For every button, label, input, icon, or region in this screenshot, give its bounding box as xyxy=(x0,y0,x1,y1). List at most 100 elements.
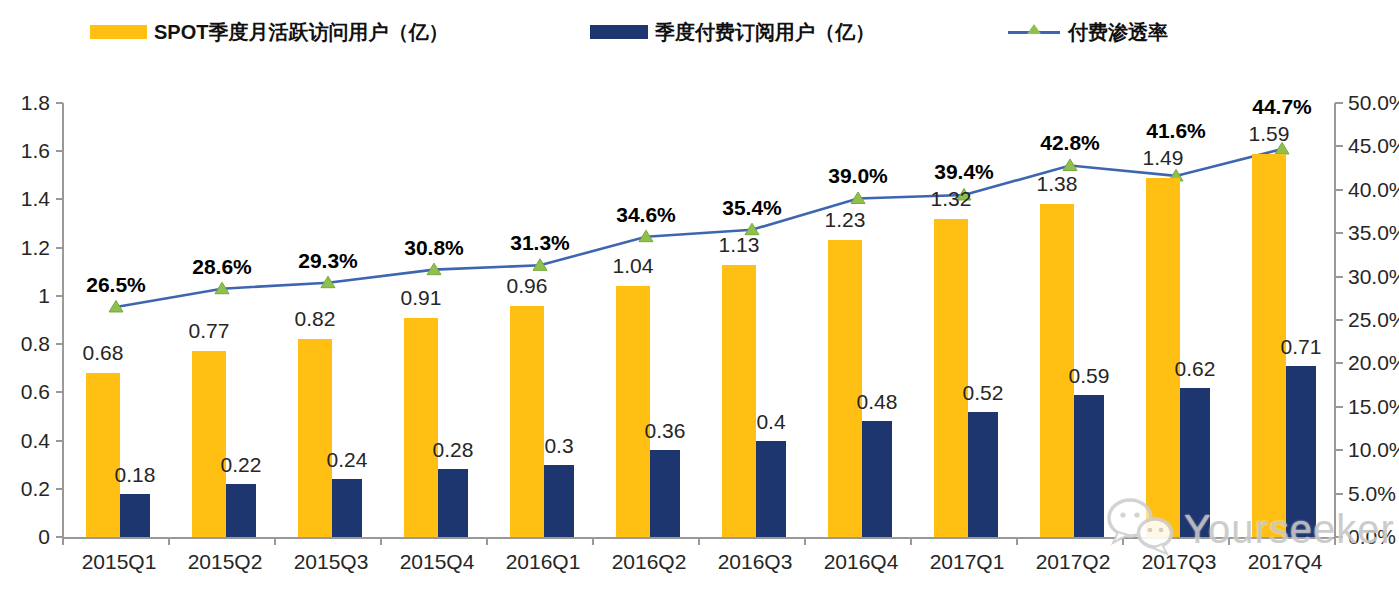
y-axis-right-tick-label: 15.0% xyxy=(1348,395,1399,419)
y-axis-right-tick xyxy=(1335,493,1343,495)
subscriber-bar xyxy=(120,494,150,537)
subscriber-value-label: 0.52 xyxy=(928,381,1038,405)
subscriber-value-label: 0.28 xyxy=(398,438,508,462)
mau-value-label: 1.38 xyxy=(1002,172,1112,196)
legend-item-penetration: 付费渗透率 xyxy=(1008,20,1168,44)
mau-legend-label: SPOT季度月活跃访问用户（亿） xyxy=(154,19,448,46)
x-axis-category-label: 2016Q4 xyxy=(801,550,921,574)
x-axis-category-label: 2016Q3 xyxy=(695,550,815,574)
subscribers-legend-label: 季度付费订阅用户（亿） xyxy=(655,19,875,46)
y-axis-right-tick xyxy=(1335,189,1343,191)
penetration-value-label: 28.6% xyxy=(162,255,282,279)
mau-value-label: 0.82 xyxy=(260,307,370,331)
y-axis-left-tick xyxy=(56,102,63,104)
subscriber-bar xyxy=(332,479,362,537)
x-axis-category-label: 2015Q3 xyxy=(271,550,391,574)
mau-value-label: 1.32 xyxy=(896,187,1006,211)
mau-bar xyxy=(404,318,438,537)
penetration-value-label: 31.3% xyxy=(480,231,600,255)
mau-value-label: 1.23 xyxy=(790,208,900,232)
y-axis-left-tick xyxy=(56,391,63,393)
y-axis-right-line xyxy=(1334,103,1336,539)
x-axis-category-label: 2015Q4 xyxy=(377,550,497,574)
subscriber-bar xyxy=(544,465,574,537)
mau-bar xyxy=(298,339,332,537)
mau-bar xyxy=(828,240,862,537)
subscriber-bar xyxy=(650,450,680,537)
subscriber-value-label: 0.59 xyxy=(1034,364,1144,388)
y-axis-right-tick xyxy=(1335,362,1343,364)
x-axis-tick xyxy=(910,537,912,545)
y-axis-right-tick xyxy=(1335,406,1343,408)
watermark-text: Yourseeker xyxy=(1184,507,1395,552)
penetration-point-marker xyxy=(533,259,547,271)
mau-value-label: 1.04 xyxy=(578,254,688,278)
x-axis-tick xyxy=(168,537,170,545)
y-axis-right-tick xyxy=(1335,319,1343,321)
subscriber-value-label: 0.71 xyxy=(1246,335,1356,359)
penetration-point-marker xyxy=(215,282,229,294)
penetration-point-marker xyxy=(427,263,441,275)
y-axis-left-tick-label: 1.4 xyxy=(0,187,50,211)
y-axis-left-tick-label: 1.6 xyxy=(0,139,50,163)
subscriber-value-label: 0.24 xyxy=(292,448,402,472)
subscriber-value-label: 0.62 xyxy=(1140,357,1250,381)
y-axis-left-tick xyxy=(56,198,63,200)
penetration-value-label: 26.5% xyxy=(56,273,176,297)
subscriber-value-label: 0.4 xyxy=(716,410,826,434)
mau-value-label: 0.68 xyxy=(48,341,158,365)
subscriber-bar xyxy=(226,484,256,537)
mau-value-label: 1.49 xyxy=(1108,146,1218,170)
x-axis-category-label: 2015Q1 xyxy=(59,550,179,574)
penetration-legend-label: 付费渗透率 xyxy=(1068,19,1168,46)
penetration-point-marker xyxy=(639,230,653,242)
subscriber-value-label: 0.36 xyxy=(610,419,720,443)
y-axis-left-tick-label: 0.2 xyxy=(0,477,50,501)
legend-item-subscribers: 季度付费订阅用户（亿） xyxy=(590,20,875,44)
y-axis-right-tick xyxy=(1335,232,1343,234)
mau-bar xyxy=(934,219,968,537)
subscriber-bar xyxy=(968,412,998,537)
penetration-point-marker xyxy=(1063,159,1077,171)
mau-value-label: 0.77 xyxy=(154,319,264,343)
y-axis-left-line xyxy=(62,103,64,539)
penetration-legend-line xyxy=(1008,31,1060,34)
watermark: Yourseeker xyxy=(1106,496,1395,562)
subscriber-bar xyxy=(438,469,468,537)
y-axis-left-tick xyxy=(56,150,63,152)
mau-bar xyxy=(616,286,650,537)
x-axis-tick xyxy=(804,537,806,545)
mau-bar xyxy=(510,306,544,537)
x-axis-tick xyxy=(486,537,488,545)
y-axis-right-tick-label: 35.0% xyxy=(1348,221,1399,245)
legend-item-mau: SPOT季度月活跃访问用户（亿） xyxy=(90,20,448,44)
y-axis-left-tick xyxy=(56,247,63,249)
mau-bar xyxy=(192,351,226,537)
penetration-value-label: 44.7% xyxy=(1222,95,1342,119)
subscriber-value-label: 0.22 xyxy=(186,453,296,477)
subscriber-value-label: 0.18 xyxy=(80,463,190,487)
y-axis-right-tick xyxy=(1335,276,1343,278)
y-axis-right-tick-label: 30.0% xyxy=(1348,265,1399,289)
x-axis-category-label: 2016Q1 xyxy=(483,550,603,574)
penetration-value-label: 29.3% xyxy=(268,249,388,273)
x-axis-tick xyxy=(274,537,276,545)
y-axis-left-tick-label: 1 xyxy=(0,284,50,308)
penetration-value-label: 30.8% xyxy=(374,236,494,260)
x-axis-tick xyxy=(592,537,594,545)
x-axis-category-label: 2015Q2 xyxy=(165,550,285,574)
wechat-chat-bubbles-icon xyxy=(1106,496,1178,562)
mau-bar xyxy=(86,373,120,537)
y-axis-left-tick-label: 1.8 xyxy=(0,91,50,115)
y-axis-right-tick-label: 45.0% xyxy=(1348,134,1399,158)
x-axis-category-label: 2016Q2 xyxy=(589,550,709,574)
penetration-point-marker xyxy=(851,192,865,204)
y-axis-left-tick xyxy=(56,488,63,490)
y-axis-left-tick-label: 0.8 xyxy=(0,332,50,356)
mau-value-label: 1.59 xyxy=(1214,122,1324,146)
y-axis-right-tick xyxy=(1335,449,1343,451)
x-axis-category-label: 2017Q1 xyxy=(907,550,1027,574)
subscriber-bar xyxy=(756,441,786,537)
subscribers-legend-swatch xyxy=(590,25,648,39)
subscriber-value-label: 0.3 xyxy=(504,434,614,458)
